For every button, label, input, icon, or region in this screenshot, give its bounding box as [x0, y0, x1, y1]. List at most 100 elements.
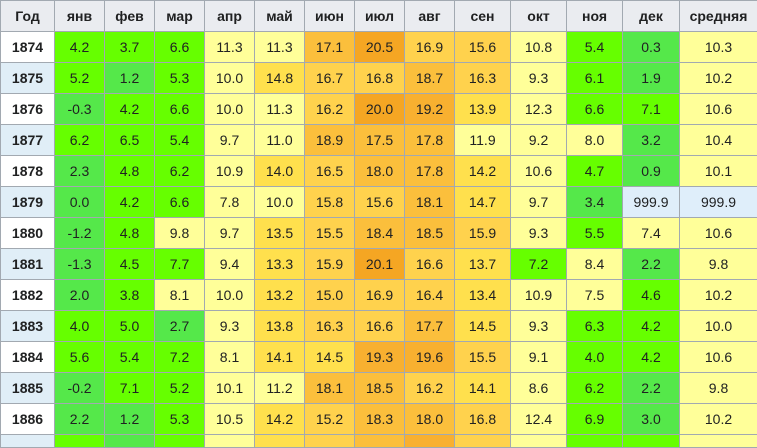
- month-value-cell: 6.3: [567, 311, 623, 342]
- month-value-cell: 1.2: [105, 63, 155, 94]
- partial-cell: [155, 435, 205, 448]
- month-value-cell: 4.8: [105, 156, 155, 187]
- month-value-cell: 0.3: [623, 32, 680, 63]
- month-value-cell: 5.4: [105, 342, 155, 373]
- month-value-cell: 15.9: [455, 218, 511, 249]
- annual-average-cell: 10.6: [680, 94, 757, 125]
- month-value-cell: 15.2: [305, 404, 355, 435]
- month-value-cell: 9.3: [511, 63, 567, 94]
- month-value-cell: 17.7: [405, 311, 455, 342]
- column-header: средняя: [680, 1, 757, 32]
- month-value-cell: 13.9: [455, 94, 511, 125]
- month-value-cell: 6.2: [155, 156, 205, 187]
- month-value-cell: 10.1: [205, 373, 255, 404]
- month-value-cell: 5.4: [155, 125, 205, 156]
- month-value-cell: 19.6: [405, 342, 455, 373]
- month-value-cell: 15.6: [355, 187, 405, 218]
- month-value-cell: 6.6: [155, 187, 205, 218]
- month-value-cell: 2.2: [623, 249, 680, 280]
- month-value-cell: 14.8: [255, 63, 305, 94]
- column-header: май: [255, 1, 305, 32]
- month-value-cell: 2.3: [55, 156, 105, 187]
- month-value-cell: 11.9: [455, 125, 511, 156]
- month-value-cell: 10.0: [205, 63, 255, 94]
- annual-average-cell: 10.4: [680, 125, 757, 156]
- month-value-cell: 13.3: [255, 249, 305, 280]
- month-value-cell: 18.5: [405, 218, 455, 249]
- month-value-cell: 15.6: [455, 32, 511, 63]
- month-value-cell: 6.9: [567, 404, 623, 435]
- month-value-cell: 2.2: [55, 404, 105, 435]
- month-value-cell: 15.8: [305, 187, 355, 218]
- month-value-cell: 19.2: [405, 94, 455, 125]
- month-value-cell: 8.1: [155, 280, 205, 311]
- column-header: апр: [205, 1, 255, 32]
- partial-cell: [255, 435, 305, 448]
- month-value-cell: 7.2: [511, 249, 567, 280]
- month-value-cell: 0.9: [623, 156, 680, 187]
- month-value-cell: 17.5: [355, 125, 405, 156]
- month-value-cell: 16.2: [405, 373, 455, 404]
- month-value-cell: 7.7: [155, 249, 205, 280]
- month-value-cell: 17.8: [405, 156, 455, 187]
- column-header: авг: [405, 1, 455, 32]
- month-value-cell: 10.5: [205, 404, 255, 435]
- month-value-cell: 10.0: [205, 94, 255, 125]
- month-value-cell: 6.1: [567, 63, 623, 94]
- month-value-cell: 1.9: [623, 63, 680, 94]
- month-value-cell: 9.3: [511, 218, 567, 249]
- month-value-cell: 6.6: [155, 94, 205, 125]
- month-value-cell: 16.3: [305, 311, 355, 342]
- month-value-cell: 5.3: [155, 63, 205, 94]
- month-value-cell: 11.3: [255, 94, 305, 125]
- month-value-cell: 7.2: [155, 342, 205, 373]
- month-value-cell: 11.3: [205, 32, 255, 63]
- year-cell: 1881: [1, 249, 55, 280]
- year-cell: 1879: [1, 187, 55, 218]
- month-value-cell: 5.6: [55, 342, 105, 373]
- month-value-cell: 4.0: [55, 311, 105, 342]
- month-value-cell: 7.8: [205, 187, 255, 218]
- month-value-cell: 4.2: [105, 187, 155, 218]
- column-header: мар: [155, 1, 205, 32]
- annual-average-cell: 10.6: [680, 342, 757, 373]
- month-value-cell: 14.0: [255, 156, 305, 187]
- column-header: июл: [355, 1, 405, 32]
- month-value-cell: 4.2: [105, 94, 155, 125]
- month-value-cell: 16.7: [305, 63, 355, 94]
- year-cell: 1886: [1, 404, 55, 435]
- month-value-cell: 8.6: [511, 373, 567, 404]
- month-value-cell: 17.1: [305, 32, 355, 63]
- month-value-cell: 4.2: [623, 311, 680, 342]
- month-value-cell: -0.3: [55, 94, 105, 125]
- month-value-cell: 18.1: [305, 373, 355, 404]
- month-value-cell: 5.4: [567, 32, 623, 63]
- partial-cell: [205, 435, 255, 448]
- month-value-cell: 6.6: [567, 94, 623, 125]
- month-value-cell: 11.2: [255, 373, 305, 404]
- month-value-cell: 11.0: [255, 125, 305, 156]
- annual-average-cell: 9.8: [680, 373, 757, 404]
- month-value-cell: 6.6: [155, 32, 205, 63]
- annual-average-cell: 10.2: [680, 404, 757, 435]
- month-value-cell: 11.3: [255, 32, 305, 63]
- annual-average-cell: 10.2: [680, 280, 757, 311]
- column-header: фев: [105, 1, 155, 32]
- month-value-cell: 4.0: [567, 342, 623, 373]
- month-value-cell: 9.4: [205, 249, 255, 280]
- partial-cell: [55, 435, 105, 448]
- month-value-cell: 18.1: [405, 187, 455, 218]
- month-value-cell: 16.2: [305, 94, 355, 125]
- partial-cell: [405, 435, 455, 448]
- month-value-cell: 5.0: [105, 311, 155, 342]
- partial-cell: [680, 435, 757, 448]
- month-value-cell: 3.7: [105, 32, 155, 63]
- month-value-cell: 2.2: [623, 373, 680, 404]
